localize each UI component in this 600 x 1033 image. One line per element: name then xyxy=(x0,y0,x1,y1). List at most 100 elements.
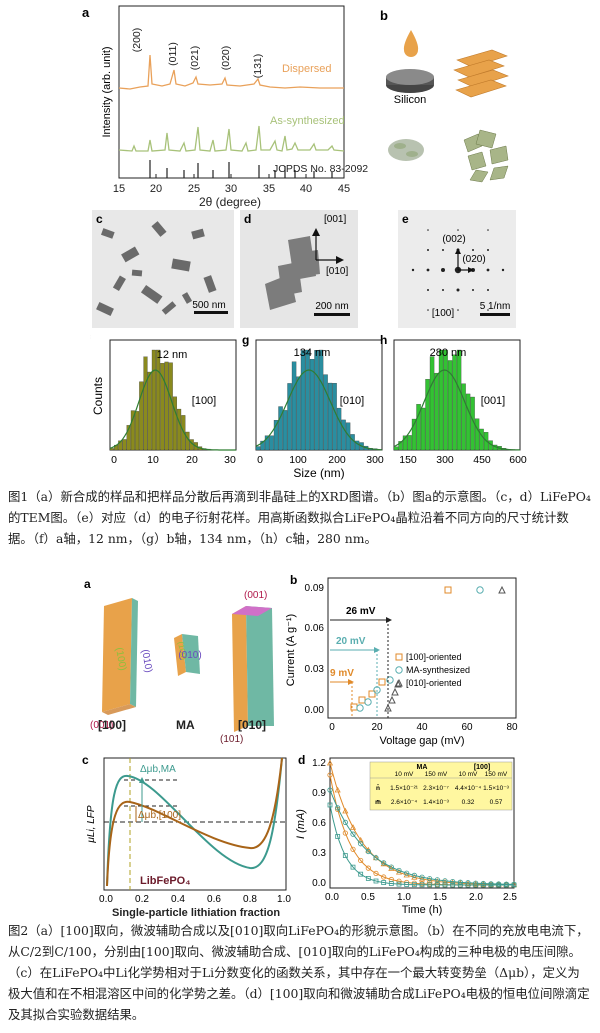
legend-entry: MA-synthesized xyxy=(406,665,470,675)
hist-xtick: 20 xyxy=(186,454,198,466)
data-point xyxy=(335,834,341,839)
cp-xtick: 0.0 xyxy=(99,894,113,905)
table-sub: 10 mV xyxy=(395,771,414,778)
figure-1: a 15 20 25 30 xyxy=(0,0,600,480)
xrd-xtick: 45 xyxy=(338,183,350,195)
histogram-bar xyxy=(332,383,337,451)
histogram-bar xyxy=(429,356,435,451)
histogram-bar xyxy=(341,419,346,451)
spot-label: (020) xyxy=(462,254,485,265)
cp-xtick: 0.6 xyxy=(207,894,221,905)
data-point xyxy=(442,882,448,888)
histogram-bar xyxy=(291,361,297,451)
data-point xyxy=(427,876,433,882)
hist-xtick: 30 xyxy=(224,454,236,466)
table-cell: 4.4×10⁻⁴ xyxy=(455,785,481,792)
data-point xyxy=(386,676,394,684)
data-point xyxy=(476,586,484,594)
hist-xtick: 150 xyxy=(399,454,417,466)
histogram-bar xyxy=(181,415,186,451)
relax-xtick: 2.0 xyxy=(469,892,483,903)
relax-xtick: 0.0 xyxy=(325,892,339,903)
hist-ylabel: Counts xyxy=(91,377,105,415)
data-point xyxy=(391,687,399,696)
data-point xyxy=(427,882,433,888)
histogram-bar xyxy=(309,358,315,451)
peak-label: (021) xyxy=(189,46,201,71)
data-point xyxy=(326,759,334,766)
fit-curve xyxy=(329,789,515,885)
hist-xtick: 10 xyxy=(147,454,159,466)
histogram-bar xyxy=(273,420,279,451)
xrd-ylabel: Intensity (arb. unit) xyxy=(101,46,113,137)
histogram-bar xyxy=(318,349,324,451)
cp-xtick: 0.8 xyxy=(243,894,257,905)
histogram-bar xyxy=(287,383,292,451)
vg-ytick: 0.03 xyxy=(305,664,325,675)
crystal-shapes: a (100) (010) (001) (100) (010) (001) (1… xyxy=(84,577,274,745)
data-point xyxy=(327,772,333,778)
stacked-plates-icon xyxy=(453,49,509,98)
histogram-bar xyxy=(443,349,448,451)
table-cell: 0.57 xyxy=(490,799,503,806)
histogram-bar xyxy=(461,383,466,451)
fit-curve xyxy=(329,804,514,886)
relax-ytick: 0.6 xyxy=(312,818,326,829)
data-point xyxy=(411,882,417,888)
hist-xtick: 0 xyxy=(257,454,263,466)
histogram-bar xyxy=(323,374,328,451)
histogram-bar xyxy=(172,396,177,451)
vg-xtick: 40 xyxy=(416,722,428,733)
synthesized-label: As-synthesized xyxy=(270,115,345,127)
histogram-bar xyxy=(126,425,131,451)
data-point xyxy=(342,819,348,825)
data-point xyxy=(373,855,379,861)
data-point xyxy=(419,882,425,888)
histogram-bar xyxy=(474,418,480,451)
data-point xyxy=(364,698,372,706)
hist-size-label: 280 nm xyxy=(430,347,467,359)
panel-label-e: e xyxy=(402,212,409,226)
histogram-bar xyxy=(143,356,148,451)
histogram-bar xyxy=(345,422,351,451)
peak-label: (200) xyxy=(131,28,143,53)
data-point xyxy=(404,882,410,887)
vg-xtick: 60 xyxy=(461,722,473,733)
hist-dir-label: [001] xyxy=(481,395,505,407)
data-point xyxy=(396,878,402,884)
data-point xyxy=(358,696,366,704)
xrd-xtick: 15 xyxy=(113,183,125,195)
data-point xyxy=(465,882,471,888)
data-point xyxy=(350,864,356,870)
table-head: [100] xyxy=(474,764,490,771)
data-point xyxy=(503,882,509,888)
dmu-ma-label: Δμb,MA xyxy=(140,764,176,775)
table-row-label: n̄ xyxy=(376,783,380,792)
relax-ytick: 0.9 xyxy=(312,788,326,799)
data-point xyxy=(365,876,371,881)
histogram-bar xyxy=(122,439,127,451)
face-label: (010) xyxy=(178,650,201,661)
vg-ytick: 0.09 xyxy=(305,583,325,594)
data-point xyxy=(357,836,364,843)
relax-xtick: 0.5 xyxy=(361,892,375,903)
histogram-bar xyxy=(416,404,421,451)
histogram-bar xyxy=(305,349,310,451)
histogram-bar xyxy=(260,440,265,451)
xrd-xtick: 40 xyxy=(300,183,312,195)
vg-xtick: 80 xyxy=(506,722,518,733)
histogram-bar xyxy=(425,379,430,451)
histogram-bar xyxy=(420,407,426,451)
data-point xyxy=(396,881,402,887)
panel-label-2d: d xyxy=(298,753,305,767)
data-point xyxy=(373,870,379,877)
gaussian-fit-line xyxy=(255,369,383,451)
fit-table: MA [100] 10 mV 150 mV 10 mV 150 mV n̄ 1.… xyxy=(369,761,513,811)
vg-xtick: 20 xyxy=(371,722,383,733)
hist-xtick: 300 xyxy=(366,454,384,466)
cp-xtick: 0.4 xyxy=(171,894,185,905)
histogram-bar xyxy=(438,349,444,451)
panel-label-a: a xyxy=(82,5,90,20)
zone-label: [100] xyxy=(432,308,454,319)
data-point xyxy=(464,880,472,887)
